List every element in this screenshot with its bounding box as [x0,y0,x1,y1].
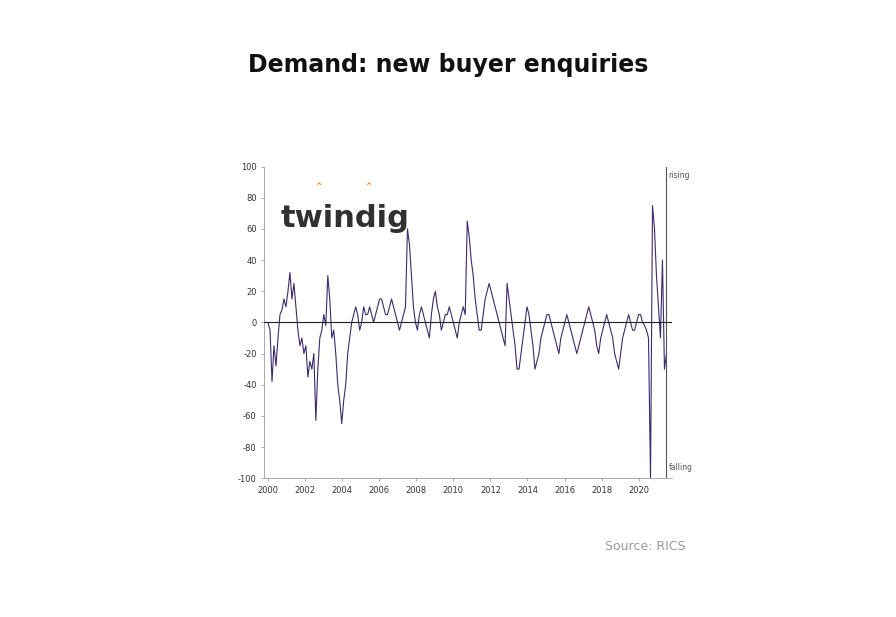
Text: rising: rising [668,172,690,180]
Text: falling: falling [668,463,693,472]
Text: Source: RICS: Source: RICS [605,539,685,553]
Text: twindig: twindig [280,204,409,233]
Text: ˆ: ˆ [366,183,372,196]
Text: Demand: new buyer enquiries: Demand: new buyer enquiries [248,53,648,77]
Text: Net balance, %, SA: Net balance, %, SA [272,154,354,162]
Text: ˆ: ˆ [315,183,322,196]
Text: New Buyer Enquiries - Last Month: New Buyer Enquiries - Last Month [382,154,555,162]
